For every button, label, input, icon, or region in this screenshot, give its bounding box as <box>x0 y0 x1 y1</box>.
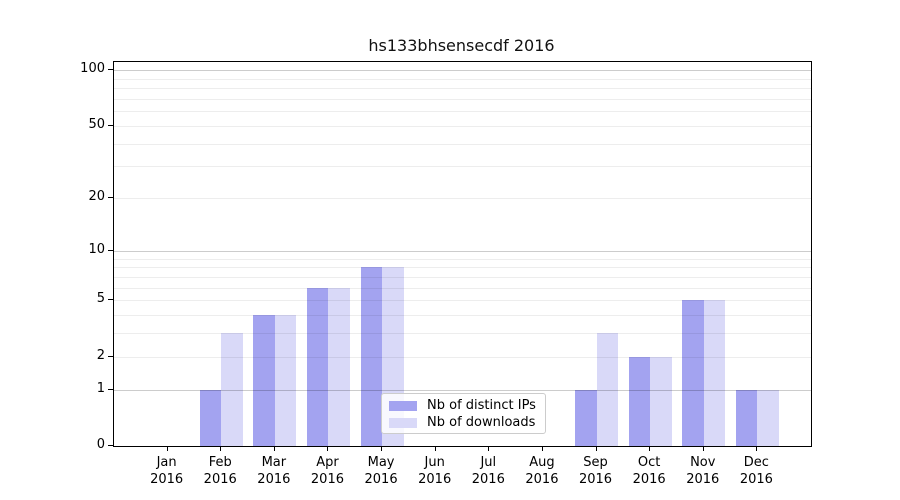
bar-distinct-ips-nov <box>682 300 704 446</box>
gridline-minor <box>114 98 811 100</box>
bar-distinct-ips-dec <box>735 389 758 446</box>
gridline-minor <box>114 300 811 302</box>
bar-downloads-feb <box>221 333 243 446</box>
y-tick-mark <box>108 388 113 390</box>
bar-downloads-sep <box>596 333 618 446</box>
bar-distinct-ips-may <box>360 267 383 446</box>
y-tick-mark <box>108 445 113 446</box>
gridline-major <box>114 70 811 72</box>
x-tick-mark <box>327 446 329 451</box>
bar-distinct-ips-feb <box>199 389 222 446</box>
x-tick-mark <box>649 446 651 451</box>
gridline-minor <box>114 276 811 278</box>
legend: Nb of distinct IPs Nb of downloads <box>381 393 546 434</box>
x-tick-label-jul: Jul 2016 <box>471 455 505 487</box>
gridline-minor <box>114 198 811 200</box>
y-tick-mark <box>108 69 113 71</box>
x-tick-mark <box>756 446 758 451</box>
gridline-minor <box>114 356 811 358</box>
x-tick-mark <box>488 446 490 451</box>
legend-swatch-downloads-icon <box>389 418 417 428</box>
gridline-minor <box>114 111 811 113</box>
y-tick-label: 10 <box>88 241 105 257</box>
bar-distinct-ips-sep <box>575 389 597 446</box>
legend-item-distinct-ips: Nb of distinct IPs <box>389 398 537 414</box>
bar-downloads-oct <box>650 356 672 446</box>
chart-title: hs133bhsensecdf 2016 <box>368 36 555 55</box>
gridline-minor <box>114 287 811 289</box>
legend-label-downloads: Nb of downloads <box>427 415 536 430</box>
x-tick-label-feb: Feb 2016 <box>203 455 237 487</box>
y-tick-label: 100 <box>80 61 105 77</box>
x-tick-label-may: May 2016 <box>364 455 398 487</box>
bar-downloads-mar <box>274 314 297 446</box>
x-tick-label-jun: Jun 2016 <box>418 455 452 487</box>
x-tick-label-jan: Jan 2016 <box>150 455 184 487</box>
y-tick-label: 0 <box>96 437 105 452</box>
gridline-minor <box>114 258 811 260</box>
x-tick-label-apr: Apr 2016 <box>310 455 344 487</box>
y-tick-label: 1 <box>96 380 105 396</box>
x-tick-label-oct: Oct 2016 <box>632 455 666 487</box>
plot-area: Nb of distinct IPs Nb of downloads <box>113 61 812 447</box>
bar-downloads-dec <box>757 389 779 446</box>
y-tick-label: 2 <box>96 347 105 363</box>
legend-item-downloads: Nb of downloads <box>389 415 537 431</box>
x-tick-mark <box>166 446 168 451</box>
bar-distinct-ips-apr <box>307 287 329 446</box>
x-tick-mark <box>702 446 704 451</box>
gridline-minor <box>114 88 811 90</box>
x-tick-mark <box>220 446 222 451</box>
bar-distinct-ips-oct <box>628 356 651 446</box>
x-tick-mark <box>273 446 275 451</box>
gridline-minor <box>114 314 811 316</box>
gridline-minor <box>114 166 811 168</box>
x-tick-mark <box>434 446 436 451</box>
gridline-minor <box>114 267 811 269</box>
y-tick-label: 50 <box>88 116 105 132</box>
y-tick-mark <box>108 124 113 126</box>
gridline-major <box>114 389 811 391</box>
gridline-minor <box>114 78 811 80</box>
x-tick-label-dec: Dec 2016 <box>739 455 773 487</box>
bar-downloads-nov <box>703 300 726 446</box>
y-tick-mark <box>108 249 113 251</box>
y-tick-label: 20 <box>88 189 105 205</box>
x-tick-label-mar: Mar 2016 <box>257 455 291 487</box>
legend-label-distinct-ips: Nb of distinct IPs <box>427 398 536 413</box>
gridline-minor <box>114 143 811 145</box>
x-tick-mark <box>381 446 383 451</box>
y-tick-label: 5 <box>96 291 105 307</box>
y-tick-mark <box>108 299 113 301</box>
bar-distinct-ips-mar <box>253 314 275 446</box>
x-tick-mark <box>541 446 543 451</box>
x-tick-label-sep: Sep 2016 <box>578 455 613 487</box>
y-tick-mark <box>108 197 113 199</box>
y-tick-mark <box>108 355 113 357</box>
legend-swatch-distinct-ips-icon <box>389 401 417 411</box>
gridline-major <box>114 250 811 252</box>
x-tick-mark <box>595 446 597 451</box>
bar-downloads-apr <box>328 287 350 446</box>
x-tick-label-aug: Aug 2016 <box>525 455 559 487</box>
x-tick-label-nov: Nov 2016 <box>686 455 720 487</box>
gridline-minor <box>114 333 811 335</box>
gridline-minor <box>114 125 811 127</box>
